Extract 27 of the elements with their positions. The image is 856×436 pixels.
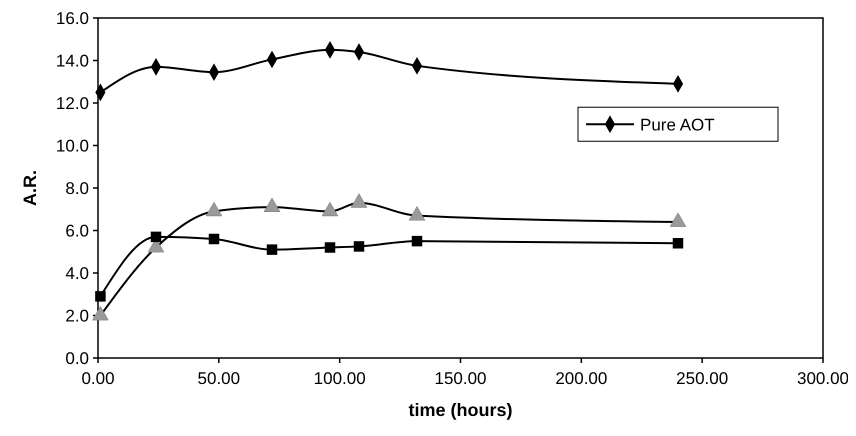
y-tick-label: 6.0 [65,222,89,240]
point [324,242,336,253]
y-tick-label: 10.0 [56,136,89,156]
y-tick-label: 12.0 [56,94,89,113]
point [266,244,278,255]
y-tick-label: 4.0 [65,264,89,283]
point [354,241,364,252]
x-tick-label: 200.00 [555,369,608,388]
y-tick-label: 0.0 [65,349,89,368]
y-tick-label: 14.0 [56,52,89,70]
y-axis-title: A.R. [20,170,40,206]
y-tick-label: 8.0 [65,179,89,198]
x-tick-label: 250.00 [676,369,728,388]
x-tick-label: 300.00 [797,369,849,388]
point [150,232,162,242]
point [95,291,106,302]
y-tick-label: 2.0 [65,306,89,326]
x-tick-label: 0.00 [81,369,115,388]
point [412,236,422,246]
y-tick-label: 16.0 [56,9,89,28]
point [208,234,220,244]
point [672,238,684,248]
x-tick-label: 100.00 [314,369,366,388]
x-tick-label: 50.00 [198,369,240,388]
legend-label: Pure AOT [640,115,715,134]
x-tick-label: 150.00 [434,369,486,388]
x-axis-title: time (hours) [408,400,513,420]
